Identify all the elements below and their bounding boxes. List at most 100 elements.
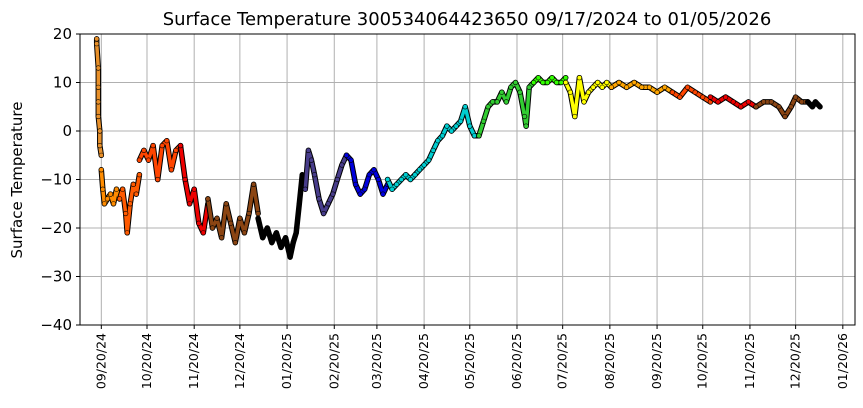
data-point <box>107 191 114 197</box>
x-tick-label: 10/20/24 <box>139 333 154 389</box>
x-tick-label: 04/20/25 <box>416 333 431 389</box>
y-tick-label: −10 <box>40 171 72 189</box>
data-point <box>182 176 188 183</box>
data-point <box>246 210 252 217</box>
data-point <box>219 235 225 241</box>
x-tick-label: 12/20/25 <box>788 333 803 389</box>
data-point <box>95 84 101 90</box>
data-point <box>389 186 395 192</box>
series-line <box>344 153 390 196</box>
series-17 <box>805 99 823 110</box>
data-point <box>228 220 234 226</box>
data-point <box>809 104 816 110</box>
series-line <box>256 172 308 259</box>
data-point <box>353 181 359 187</box>
data-point <box>371 167 377 173</box>
data-point <box>540 79 546 86</box>
data-point <box>471 133 478 139</box>
data-point <box>308 157 315 163</box>
data-point <box>330 191 336 197</box>
series-4 <box>177 142 211 236</box>
data-point <box>325 201 331 207</box>
data-point <box>196 220 202 226</box>
y-tick-label: 10 <box>53 74 72 92</box>
data-point <box>127 201 133 207</box>
data-point <box>287 254 293 260</box>
data-point <box>362 186 368 192</box>
data-point <box>316 196 322 202</box>
data-point <box>430 147 436 153</box>
y-tick-label: 0 <box>62 122 72 140</box>
data-point <box>187 201 193 207</box>
x-tick-label: 01/20/25 <box>279 333 294 389</box>
series-line <box>137 138 183 182</box>
chart-title: Surface Temperature 300534064423650 09/1… <box>163 9 772 30</box>
data-point <box>523 123 529 129</box>
data-point <box>517 89 523 95</box>
data-point <box>191 186 197 192</box>
data-point <box>416 167 423 173</box>
x-tick-label: 12/20/24 <box>232 333 247 389</box>
series-6 <box>255 171 309 260</box>
data-point <box>549 75 555 81</box>
data-point <box>499 89 505 95</box>
data-point <box>654 89 660 95</box>
series-8 <box>343 152 391 197</box>
data-point <box>677 94 683 100</box>
data-point <box>585 89 592 95</box>
data-point <box>426 157 432 163</box>
x-tick-label: 09/20/24 <box>93 333 108 389</box>
data-point <box>812 99 819 105</box>
x-tick-label: 08/20/25 <box>602 333 617 389</box>
data-point <box>485 104 491 110</box>
data-point <box>95 65 101 71</box>
data-point <box>531 79 537 86</box>
series-15 <box>707 94 759 110</box>
data-point <box>348 157 354 163</box>
data-point <box>251 181 257 187</box>
x-tick-label: 06/20/25 <box>509 333 524 389</box>
y-tick-label: −30 <box>40 268 72 286</box>
data-point <box>576 75 583 81</box>
data-point <box>232 240 238 246</box>
data-point <box>563 75 569 81</box>
data-point <box>476 133 482 139</box>
data-point <box>799 99 805 105</box>
data-point <box>490 99 496 105</box>
series-10 <box>476 79 537 139</box>
data-point <box>94 36 100 42</box>
data-point <box>290 240 296 246</box>
data-point <box>768 99 774 105</box>
data-point <box>448 128 455 134</box>
x-tick-label: 07/20/25 <box>555 333 570 389</box>
data-point <box>155 176 161 183</box>
data-point <box>255 215 261 221</box>
data-point <box>435 138 441 144</box>
data-point <box>595 79 601 86</box>
data-point <box>453 123 459 129</box>
data-point <box>722 94 729 100</box>
data-point <box>380 191 386 197</box>
data-point <box>581 99 587 105</box>
data-point <box>311 172 318 178</box>
data-point <box>110 201 117 207</box>
data-point <box>599 84 605 90</box>
data-point <box>494 99 500 105</box>
data-point <box>782 113 788 120</box>
data-point <box>738 104 744 110</box>
data-point <box>302 186 308 192</box>
data-point <box>116 196 123 202</box>
data-point <box>407 176 414 183</box>
data-point <box>124 230 130 236</box>
data-point <box>269 240 275 246</box>
data-point <box>223 201 229 207</box>
data-point <box>145 157 152 163</box>
data-point <box>101 201 107 207</box>
data-point <box>623 84 630 90</box>
data-point <box>646 84 653 90</box>
data-point <box>567 89 573 95</box>
data-point <box>512 79 519 86</box>
data-point <box>669 89 675 95</box>
series-line <box>806 100 822 109</box>
